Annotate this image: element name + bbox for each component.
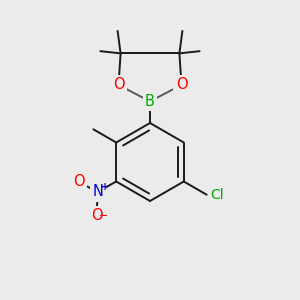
Text: N: N xyxy=(93,184,104,200)
Text: +: + xyxy=(100,182,109,193)
Text: O: O xyxy=(91,208,102,224)
Text: O: O xyxy=(73,174,84,189)
Text: −: − xyxy=(98,211,108,221)
Text: O: O xyxy=(113,77,124,92)
Text: O: O xyxy=(176,77,187,92)
Text: B: B xyxy=(145,94,155,109)
Text: Cl: Cl xyxy=(210,188,224,202)
